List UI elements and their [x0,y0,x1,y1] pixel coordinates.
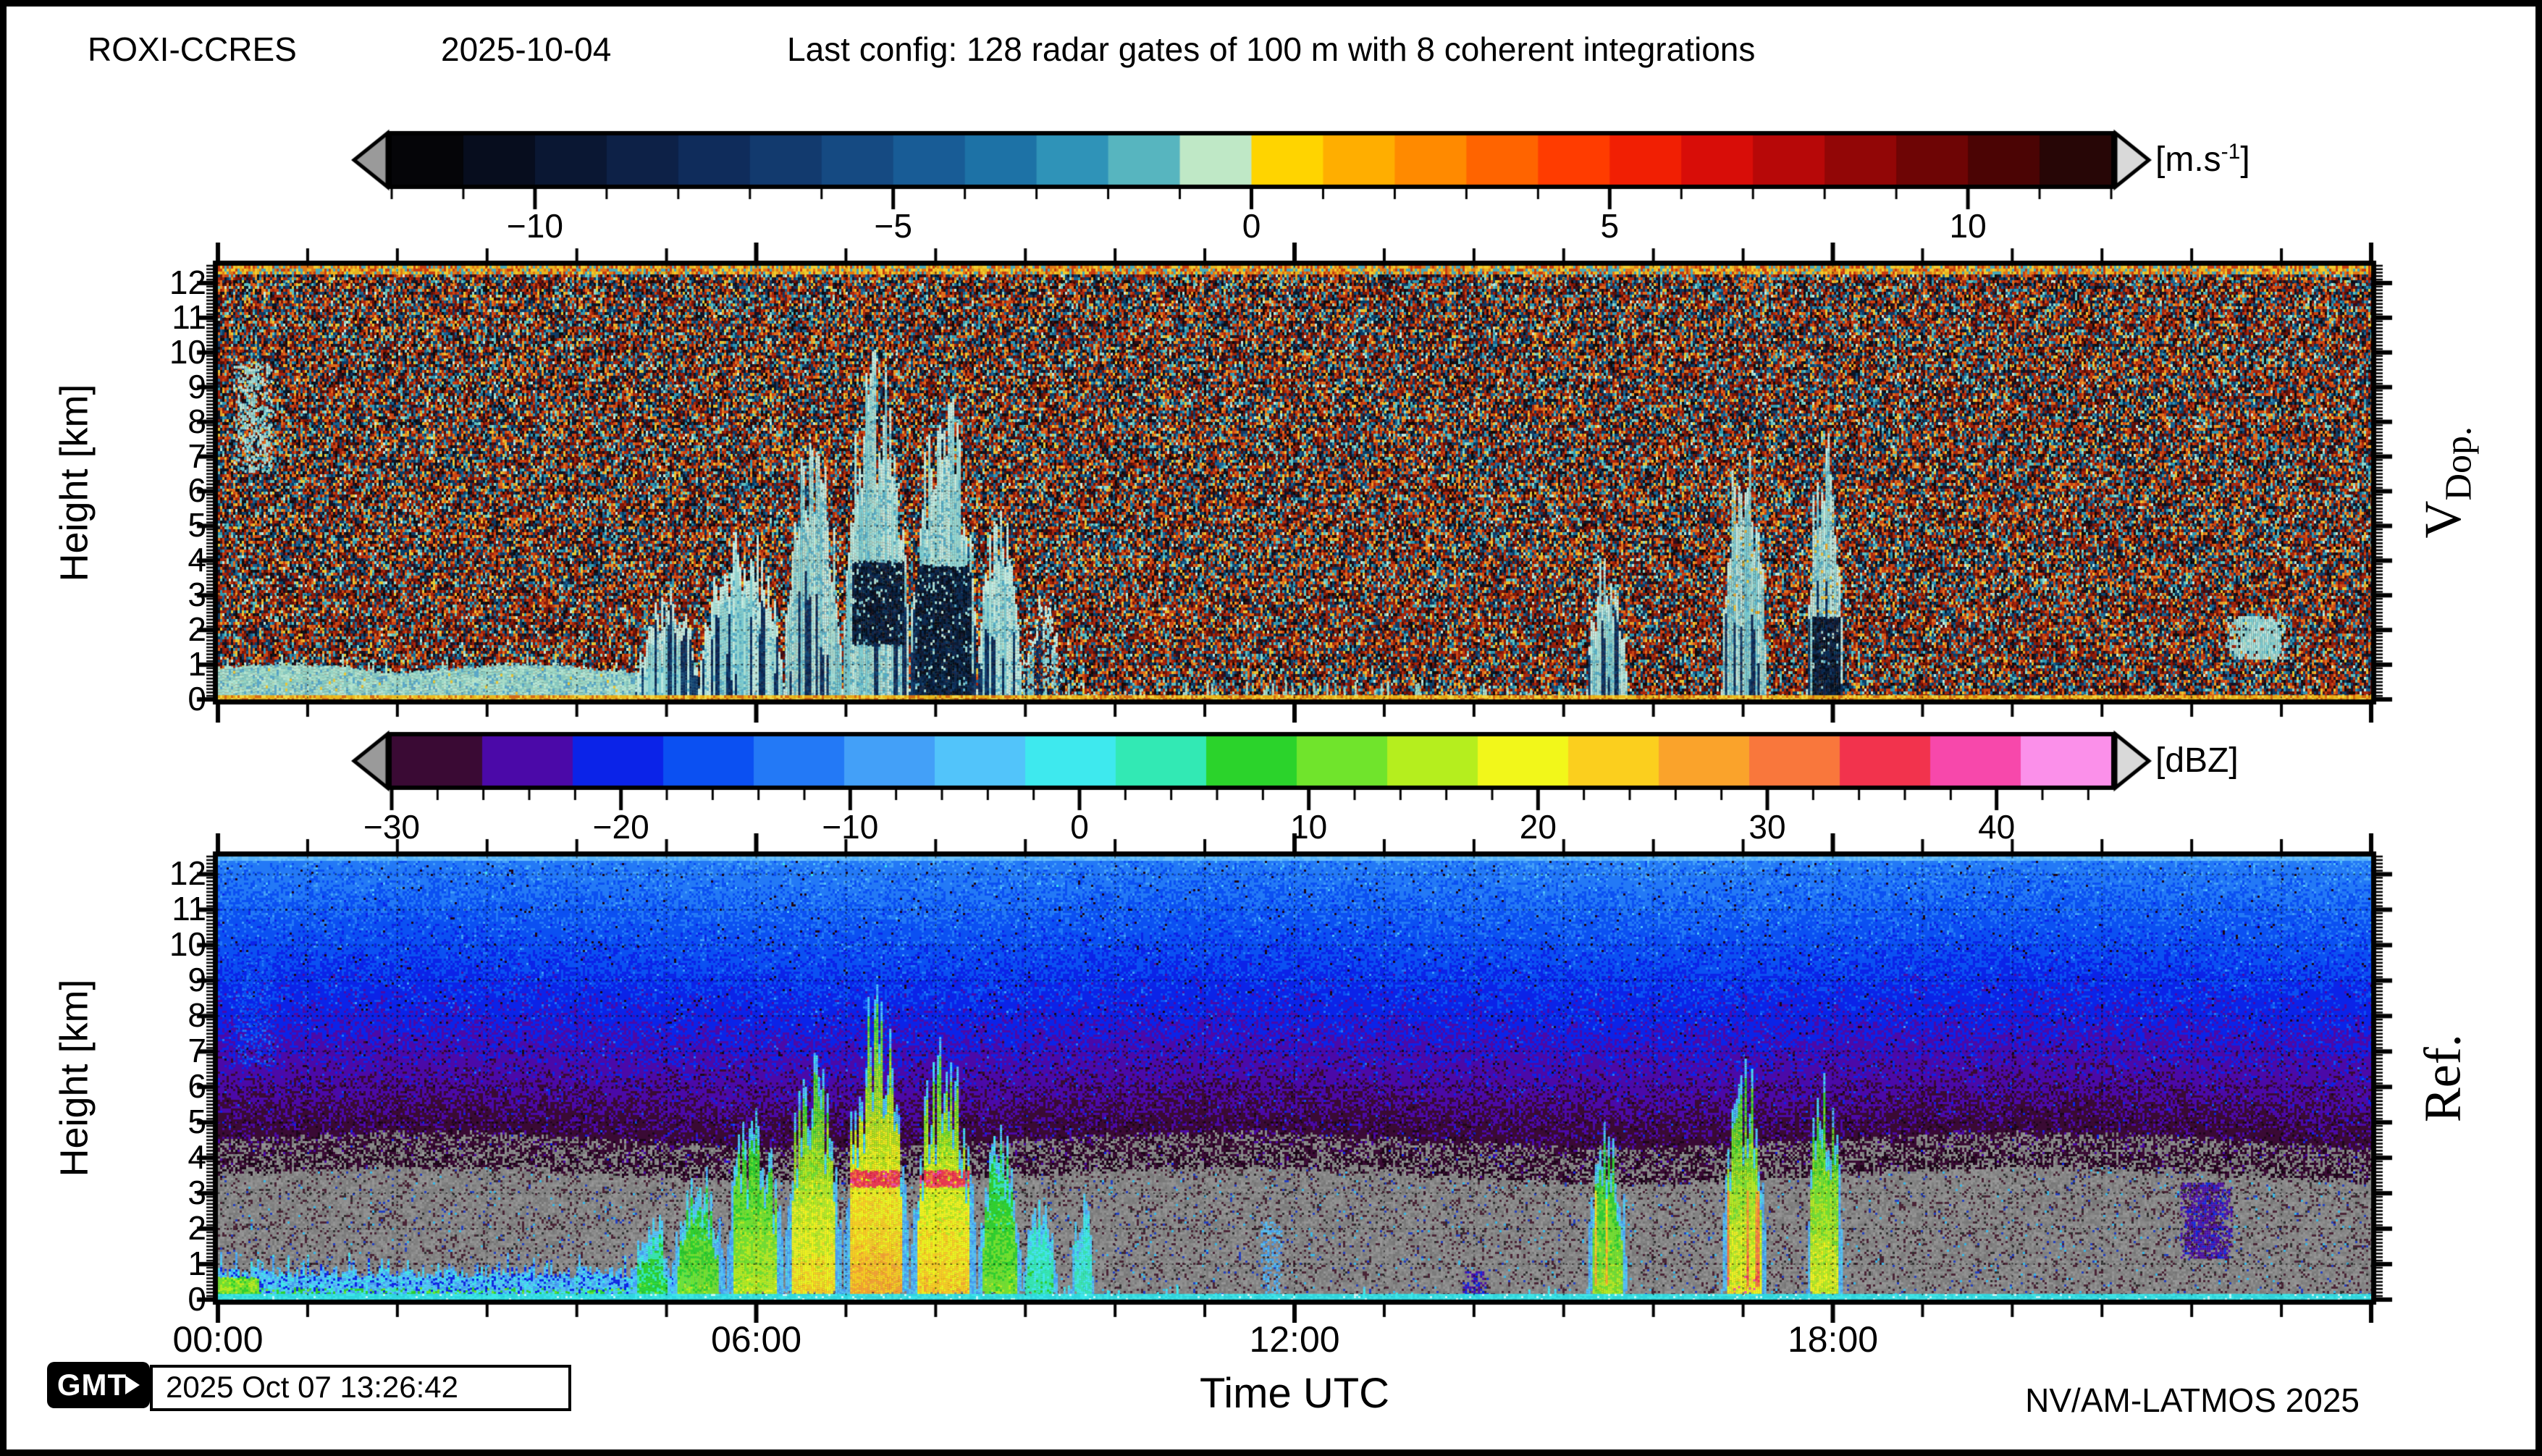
y-tick-label: 10 [169,332,206,371]
y-tick-label: 10 [169,925,206,964]
ref-y-axis-title: Height [km] [53,979,96,1177]
y-tick-label: 6 [188,1067,206,1106]
colorbar-tick-label: 30 [1748,808,1786,846]
observation-date: 2025-10-04 [441,30,612,68]
y-tick-label: 0 [188,1280,206,1318]
y-tick-label: 1 [188,1245,206,1283]
x-tick-label: 12:00 [1249,1319,1340,1360]
y-tick-label: 7 [188,1032,206,1070]
colorbar-tick-label: 5 [1600,207,1620,245]
x-tick-label: 00:00 [172,1319,264,1360]
y-tick-label: 2 [188,1209,206,1247]
colorbar-tick-label: 10 [1949,207,1987,245]
vdop-panel-side-label: VDop. [2413,426,2480,539]
y-tick-label: 11 [172,298,206,336]
y-tick-label: 6 [188,471,206,510]
y-tick-label: 4 [188,541,206,579]
y-tick-label: 11 [172,890,206,928]
y-tick-label: 0 [188,680,206,718]
reflectivity-colorbar-unit: [dBZ] [2155,741,2239,780]
reflectivity-heatmap [184,833,2400,1323]
reflectivity-colorbar [332,723,2186,812]
station-name: ROXI-CCRES [88,30,297,68]
y-tick-label: 9 [188,367,206,405]
colorbar-tick-label: −20 [592,808,649,846]
y-tick-label: 9 [188,961,206,999]
x-axis-title: Time UTC [1199,1370,1390,1417]
x-tick-label: 06:00 [710,1319,802,1360]
doppler-velocity-heatmap [184,243,2400,723]
colorbar-tick-label: −30 [363,808,421,846]
colorbar-tick-label: −10 [822,808,879,846]
y-tick-label: 1 [188,645,206,683]
y-tick-label: 12 [169,263,206,301]
y-tick-label: 3 [188,576,206,614]
y-tick-label: 2 [188,610,206,649]
x-tick-label: 18:00 [1787,1319,1879,1360]
y-tick-label: 5 [188,506,206,544]
gmt-logo: GMT [47,1362,150,1408]
render-timestamp: 2025 Oct 07 13:26:42 [150,1365,571,1411]
y-tick-label: 3 [188,1174,206,1212]
velocity-colorbar [332,122,2186,211]
y-tick-label: 8 [188,402,206,440]
y-tick-label: 8 [188,996,206,1035]
vdop-y-axis-title: Height [km] [53,383,96,582]
credit-text: NV/AM-LATMOS 2025 [2025,1381,2360,1419]
gmt-logo-text: GMT [56,1368,127,1402]
colorbar-tick-label: −10 [506,207,563,245]
colorbar-tick-label: 10 [1290,808,1328,846]
colorbar-tick-label: 20 [1519,808,1557,846]
colorbar-tick-label: 0 [1242,207,1261,245]
velocity-colorbar-unit: [m.s-1] [2155,140,2250,179]
colorbar-tick-label: 40 [1978,808,2016,846]
radar-config-note: Last config: 128 radar gates of 100 m wi… [787,30,1756,68]
gmt-arrow-icon [125,1376,140,1394]
colorbar-tick-label: −5 [874,207,912,245]
y-tick-label: 12 [169,854,206,893]
y-tick-label: 4 [188,1138,206,1177]
ref-panel-side-label: Ref. [2413,1034,2472,1122]
y-tick-label: 7 [188,437,206,475]
colorbar-tick-label: 0 [1070,808,1089,846]
y-tick-label: 5 [188,1103,206,1141]
